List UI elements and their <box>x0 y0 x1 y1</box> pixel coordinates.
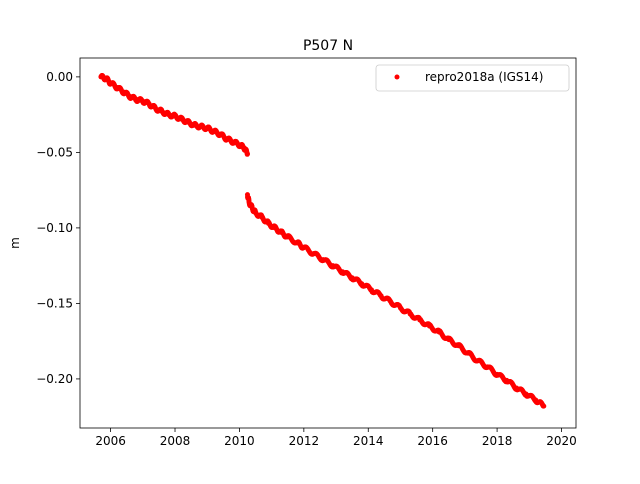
legend-entry: repro2018a (IGS14) <box>425 70 543 84</box>
x-tick-label: 2016 <box>417 434 448 448</box>
x-tick-label: 2020 <box>546 434 577 448</box>
legend: repro2018a (IGS14) <box>376 65 569 91</box>
x-tick-label: 2012 <box>289 434 320 448</box>
y-tick-label: −0.20 <box>36 372 73 386</box>
y-axis-label: m <box>8 237 22 249</box>
y-tick-label: −0.10 <box>36 221 73 235</box>
x-tick-label: 2018 <box>482 434 513 448</box>
chart-title: P507 N <box>303 38 353 54</box>
y-tick-label: −0.15 <box>36 296 73 310</box>
legend-marker <box>395 75 400 80</box>
x-tick-label: 2008 <box>160 434 191 448</box>
data-point <box>245 151 250 156</box>
x-tick-label: 2010 <box>224 434 255 448</box>
data-point <box>541 404 546 409</box>
y-tick-label: 0.00 <box>46 70 73 84</box>
x-tick-label: 2014 <box>353 434 384 448</box>
x-tick-label: 2006 <box>95 434 126 448</box>
y-tick-label: −0.05 <box>36 145 73 159</box>
